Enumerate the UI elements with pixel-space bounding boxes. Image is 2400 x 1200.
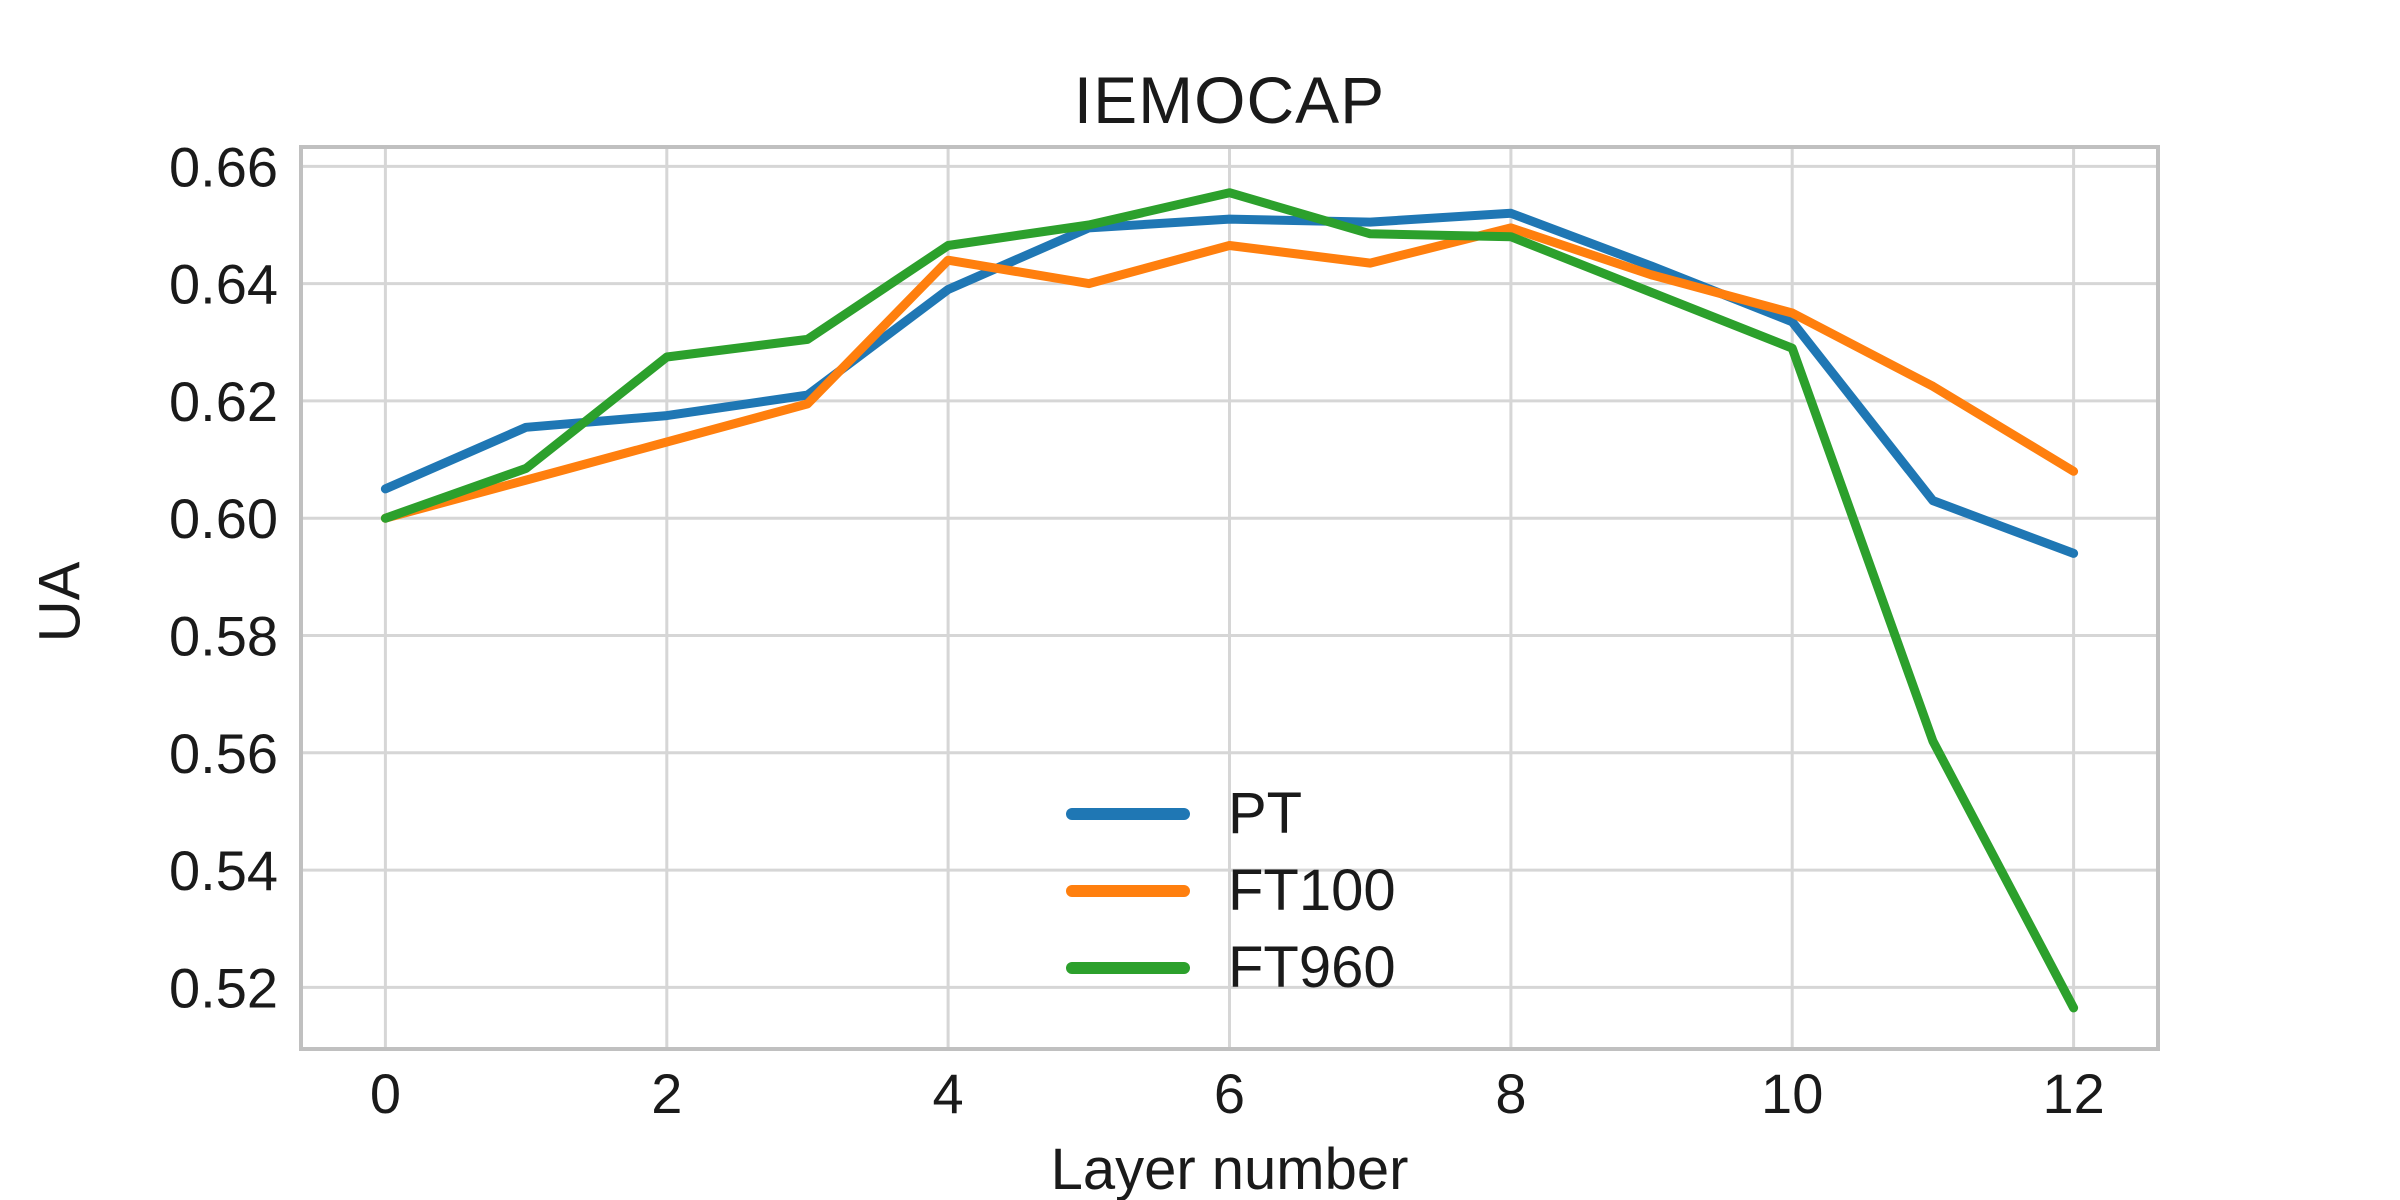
x-tick-label: 2: [651, 1062, 682, 1125]
x-tick-labels: 0 2 4 6 8 10 12: [370, 1062, 2105, 1125]
legend-swatch-FT100: [1066, 884, 1190, 897]
x-tick-label: 8: [1495, 1062, 1526, 1125]
series-lines: [380, 188, 2079, 1013]
legend: PT FT100 FT960: [1066, 775, 1396, 1006]
y-tick-label: 0.62: [169, 370, 278, 433]
x-tick-label: 12: [2042, 1062, 2104, 1125]
y-tick-label: 0.64: [169, 253, 278, 316]
x-tick-label: 0: [370, 1062, 401, 1125]
legend-swatch-FT960: [1066, 961, 1190, 974]
y-tick-labels: 0.52 0.54 0.56 0.58 0.60 0.62 0.64 0.66: [169, 135, 278, 1019]
y-tick-label: 0.56: [169, 722, 278, 785]
x-tick-label: 6: [1214, 1062, 1245, 1125]
plot-frame: [299, 145, 2160, 1051]
legend-label: FT100: [1228, 857, 1396, 923]
x-tick-label: 10: [1761, 1062, 1823, 1125]
series-line-FT960: [380, 188, 2079, 1013]
series-line-PT: [380, 208, 2079, 558]
y-tick-label: 0.58: [169, 605, 278, 668]
legend-swatch-PT: [1066, 807, 1190, 820]
y-tick-label: 0.66: [169, 135, 278, 198]
series-line-FT100: [380, 223, 2079, 523]
x-axis-label: Layer number: [1050, 1137, 1409, 1200]
legend-item-FT100: FT100: [1066, 852, 1396, 929]
y-tick-label: 0.54: [169, 839, 278, 902]
y-tick-label: 0.52: [169, 956, 278, 1019]
legend-label: FT960: [1228, 934, 1396, 1000]
legend-item-PT: PT: [1066, 775, 1396, 852]
chart-title: IEMOCAP: [1073, 63, 1386, 137]
legend-item-FT960: FT960: [1066, 929, 1396, 1006]
y-tick-label: 0.60: [169, 487, 278, 550]
x-tick-label: 4: [933, 1062, 964, 1125]
legend-label: PT: [1228, 780, 1303, 846]
